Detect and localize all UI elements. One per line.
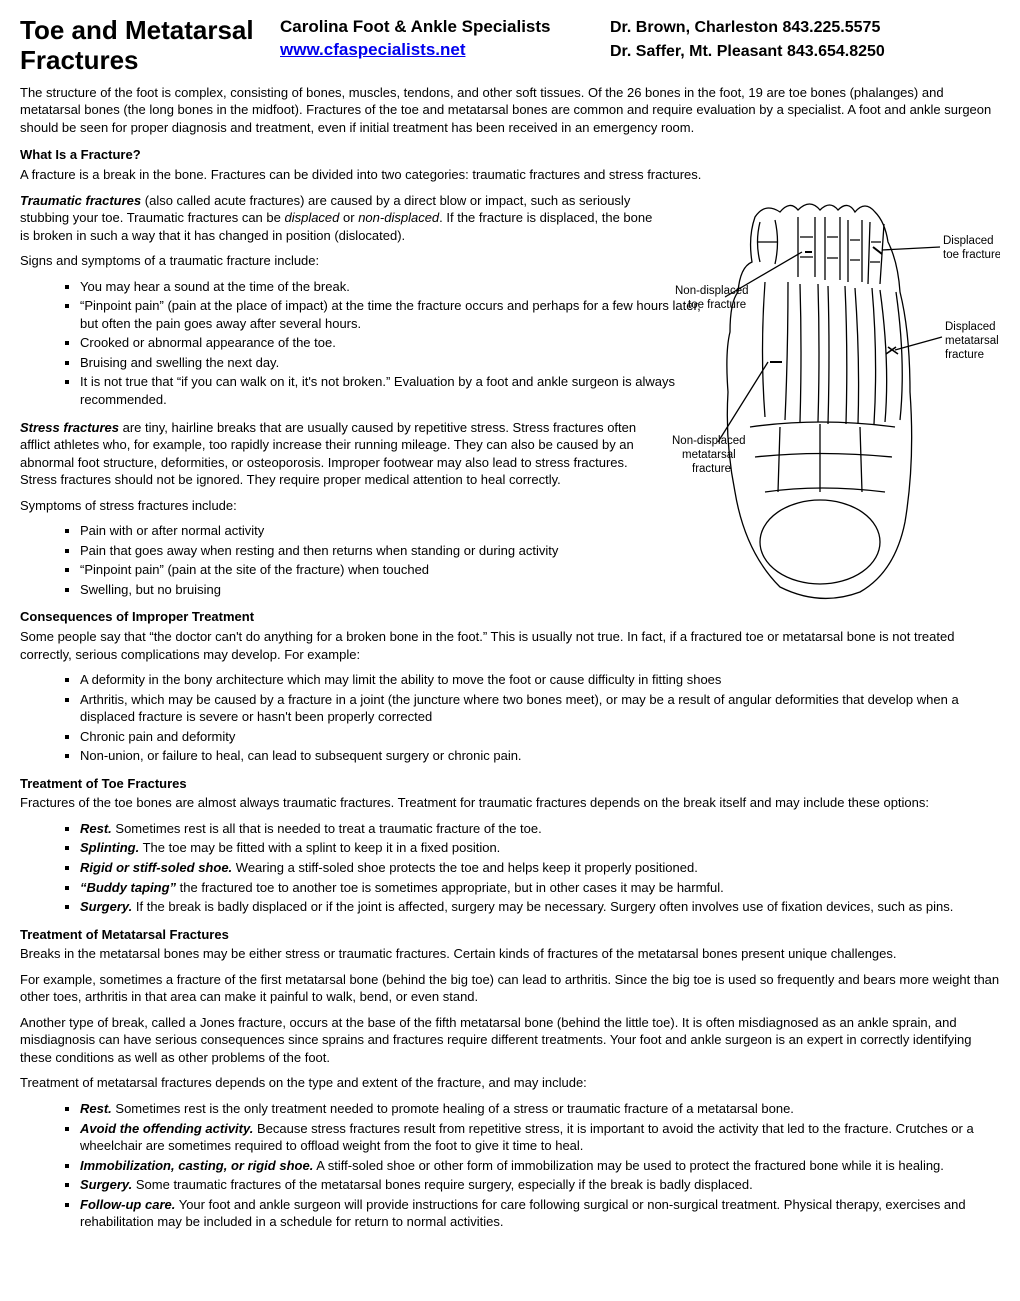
list-item: “Pinpoint pain” (pain at the place of im… [80,297,720,332]
list-item: Arthritis, which may be caused by a frac… [80,691,1000,726]
list-item: Non-union, or failure to heal, can lead … [80,747,1000,765]
list-item: You may hear a sound at the time of the … [80,278,720,296]
doctor-1: Dr. Brown, Charleston 843.225.5575 [610,16,885,40]
practice-info: Carolina Foot & Ankle Specialists www.cf… [280,16,610,62]
met-tx-p1: Breaks in the metatarsal bones may be ei… [20,945,1000,963]
list-item: Chronic pain and deformity [80,728,1000,746]
what-is-heading: What Is a Fracture? [20,146,1000,164]
stress-para: Stress fractures are tiny, hairline brea… [20,419,660,489]
toe-tx-bullets: Rest. Sometimes rest is all that is need… [20,820,1000,916]
list-item: Surgery. If the break is badly displaced… [80,898,1000,916]
stress-bullets: Pain with or after normal activity Pain … [20,522,720,598]
traumatic-para: Traumatic fractures (also called acute f… [20,192,660,245]
svg-text:Non-displaced: Non-displaced [672,435,746,447]
list-item: Splinting. The toe may be fitted with a … [80,839,1000,857]
list-item: Avoid the offending activity. Because st… [80,1120,1000,1155]
body-with-diagram: Displaced toe fracture Non-displaced toe… [20,192,1000,599]
met-tx-p2: For example, sometimes a fracture of the… [20,971,1000,1006]
traumatic-bullets: You may hear a sound at the time of the … [20,278,720,409]
list-item: Rest. Sometimes rest is the only treatme… [80,1100,1000,1118]
list-item: Bruising and swelling the next day. [80,354,720,372]
list-item: “Buddy taping” the fractured toe to anot… [80,879,1000,897]
website-link[interactable]: www.cfaspecialists.net [280,40,466,59]
doctor-info: Dr. Brown, Charleston 843.225.5575 Dr. S… [610,16,885,64]
toe-tx-text: Fractures of the toe bones are almost al… [20,794,1000,812]
list-item: A deformity in the bony architecture whi… [80,671,1000,689]
svg-text:fracture: fracture [692,463,731,475]
svg-text:Displaced: Displaced [943,235,994,247]
consequences-text: Some people say that “the doctor can't d… [20,628,1000,663]
list-item: “Pinpoint pain” (pain at the site of the… [80,561,720,579]
page-title: Toe and Metatarsal Fractures [20,16,280,76]
svg-text:Displaced: Displaced [945,321,996,333]
svg-text:Non-displaced: Non-displaced [675,285,749,297]
list-item: Surgery. Some traumatic fractures of the… [80,1176,1000,1194]
list-item: Rigid or stiff-soled shoe. Wearing a sti… [80,859,1000,877]
foot-diagram: Displaced toe fracture Non-displaced toe… [670,192,1000,612]
list-item: Rest. Sometimes rest is all that is need… [80,820,1000,838]
consequences-bullets: A deformity in the bony architecture whi… [20,671,1000,765]
svg-text:metatarsal: metatarsal [945,335,999,347]
list-item: Pain that goes away when resting and the… [80,542,720,560]
svg-text:toe fracture: toe fracture [688,299,746,311]
what-is-text: A fracture is a break in the bone. Fract… [20,166,1000,184]
traumatic-signs-intro: Signs and symptoms of a traumatic fractu… [20,252,660,270]
traumatic-lead: Traumatic fractures [20,193,141,208]
stress-lead: Stress fractures [20,420,119,435]
svg-text:metatarsal: metatarsal [682,449,736,461]
intro-paragraph: The structure of the foot is complex, co… [20,84,1000,137]
list-item: Immobilization, casting, or rigid shoe. … [80,1157,1000,1175]
list-item: Crooked or abnormal appearance of the to… [80,334,720,352]
header: Toe and Metatarsal Fractures Carolina Fo… [20,16,1000,76]
svg-text:fracture: fracture [945,349,984,361]
met-tx-p3: Another type of break, called a Jones fr… [20,1014,1000,1067]
list-item: Swelling, but no bruising [80,581,720,599]
toe-tx-heading: Treatment of Toe Fractures [20,775,1000,793]
stress-symptoms-intro: Symptoms of stress fractures include: [20,497,660,515]
doctor-2: Dr. Saffer, Mt. Pleasant 843.654.8250 [610,40,885,64]
practice-name: Carolina Foot & Ankle Specialists [280,16,610,39]
svg-text:toe fracture: toe fracture [943,249,1000,261]
met-tx-p4: Treatment of metatarsal fractures depend… [20,1074,1000,1092]
list-item: It is not true that “if you can walk on … [80,373,720,408]
met-tx-bullets: Rest. Sometimes rest is the only treatme… [20,1100,1000,1231]
list-item: Pain with or after normal activity [80,522,720,540]
list-item: Follow-up care. Your foot and ankle surg… [80,1196,1000,1231]
met-tx-heading: Treatment of Metatarsal Fractures [20,926,1000,944]
